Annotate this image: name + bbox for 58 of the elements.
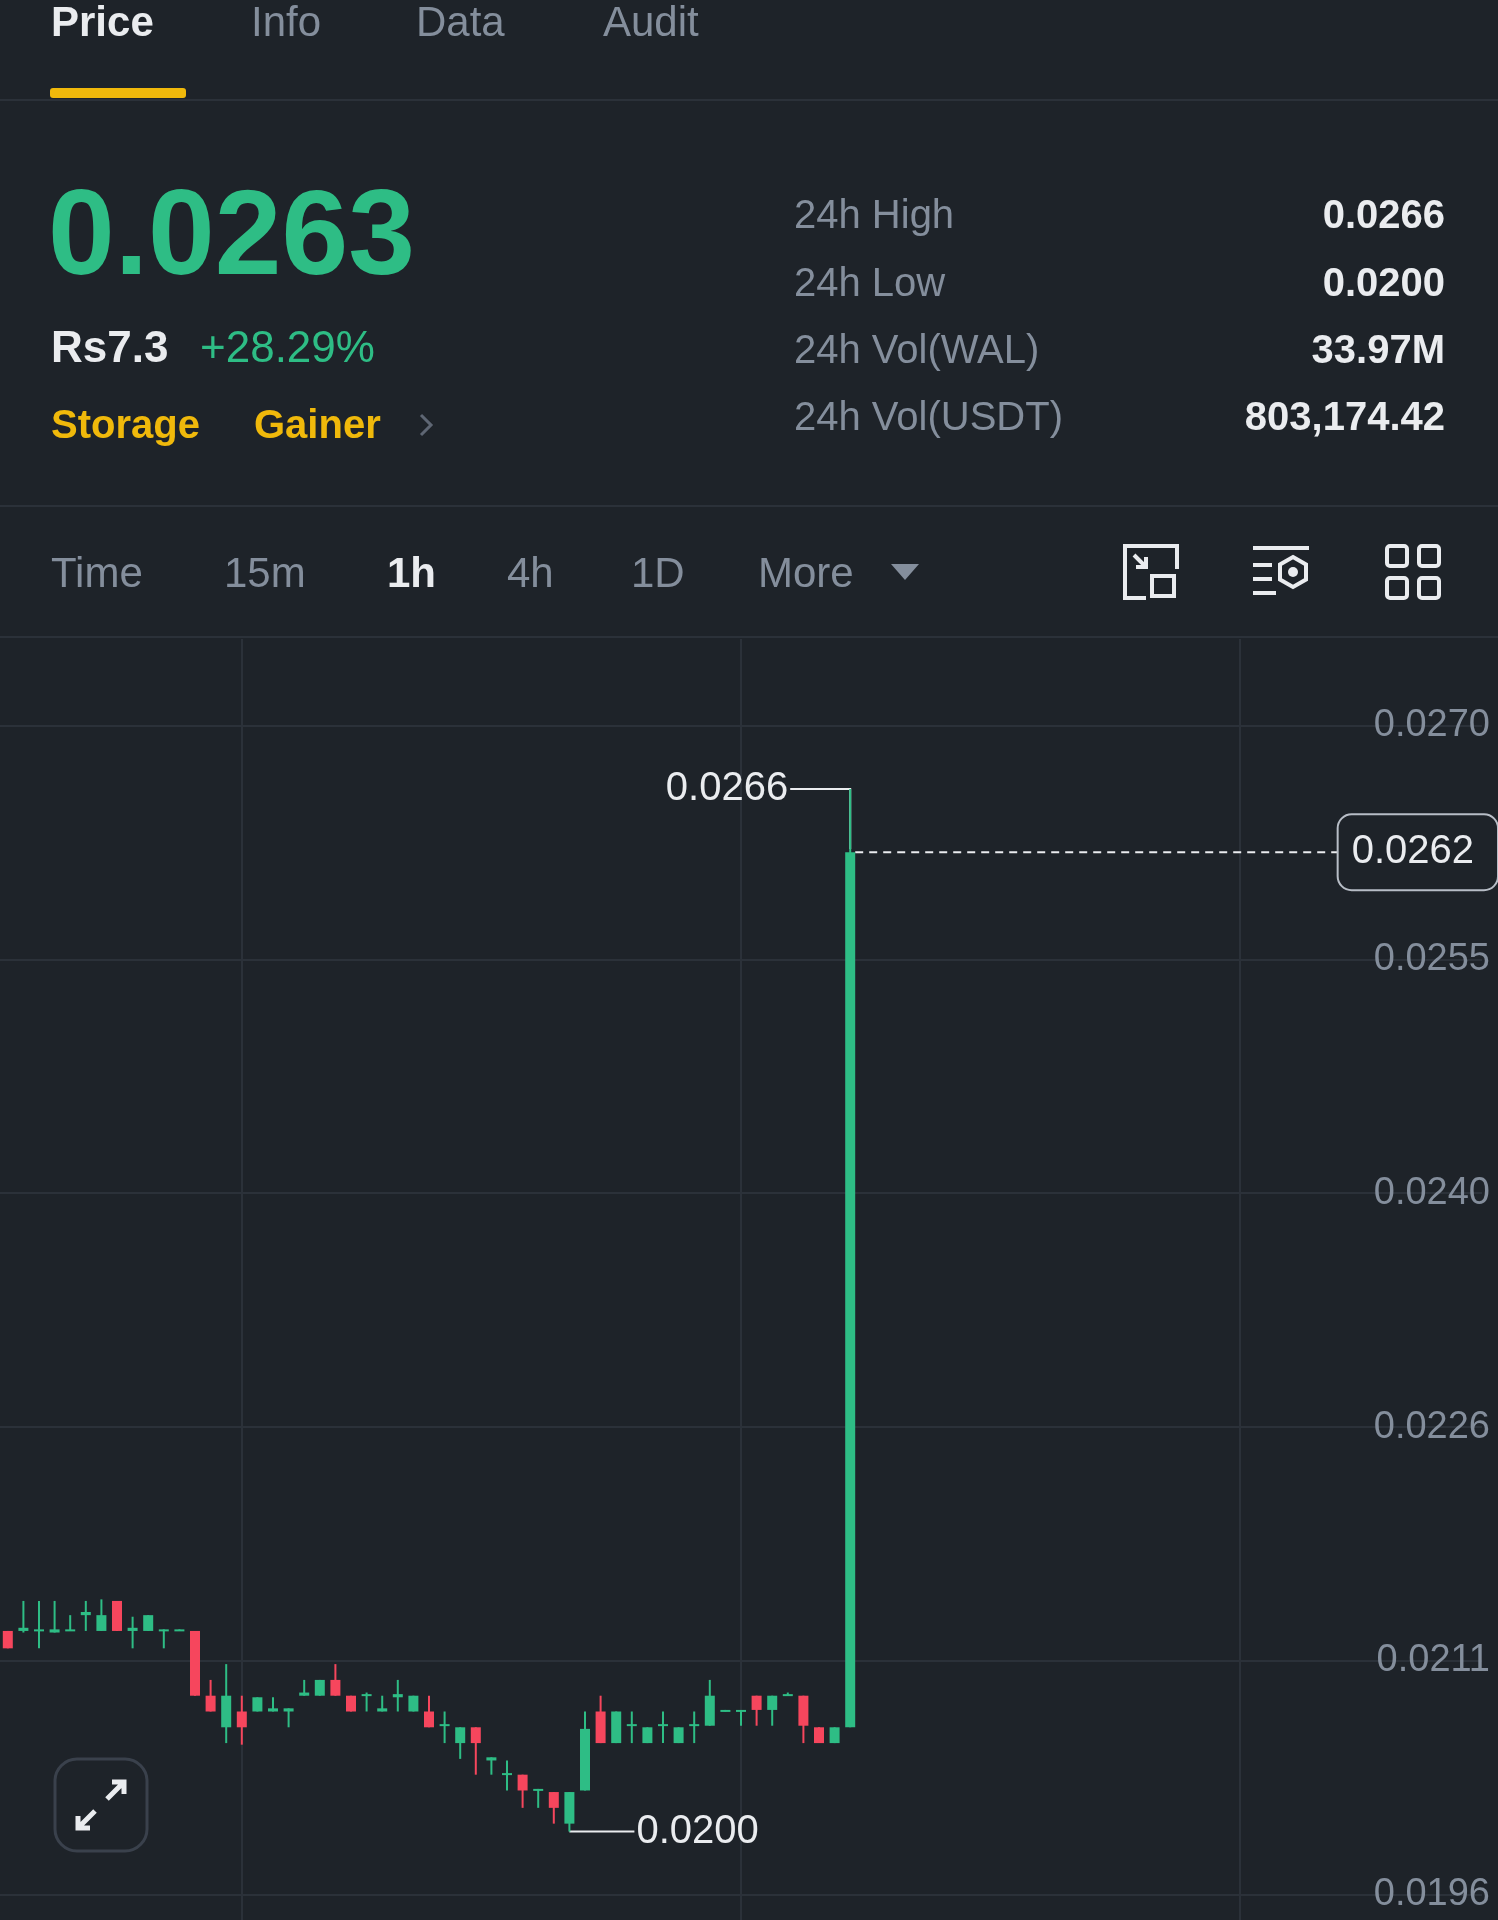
- y-tick-label: 0.0255: [1373, 936, 1490, 979]
- text: Info: [251, 0, 322, 45]
- annotation: 0.0266: [665, 764, 789, 809]
- candlestick: [283, 1707, 294, 1729]
- candlestick: [767, 1694, 778, 1727]
- candlestick: [424, 1694, 434, 1729]
- text: 1h: [387, 549, 437, 596]
- candlestick: [127, 1615, 138, 1650]
- candlestick: [502, 1759, 512, 1792]
- text: 24h High: [794, 192, 955, 236]
- y-tick-label: 0.0226: [1373, 1403, 1490, 1446]
- text: Rs7.3: [51, 322, 169, 371]
- text: Data: [416, 0, 505, 45]
- candlestick: [751, 1694, 762, 1727]
- candlestick: [658, 1710, 668, 1745]
- candlestick: [236, 1694, 247, 1746]
- text: 24h Low: [794, 260, 946, 304]
- text: 0.0263: [48, 165, 416, 299]
- candlestick: [330, 1663, 341, 1697]
- candlestick: [34, 1599, 44, 1650]
- candlestick: [689, 1710, 700, 1745]
- candlestick: [439, 1710, 450, 1745]
- ref-line-label: 0.0262: [1351, 827, 1474, 872]
- candlestick: [96, 1598, 107, 1632]
- candlestick: [18, 1599, 29, 1634]
- candlestick: [517, 1773, 528, 1809]
- candlestick: [49, 1599, 60, 1634]
- candlestick: [533, 1787, 544, 1809]
- text: 24h Vol(WAL): [794, 327, 1040, 371]
- y-tick-label: 0.0211: [1376, 1637, 1490, 1680]
- text: Time: [51, 549, 143, 596]
- text: 1D: [631, 549, 685, 596]
- y-tick-label: 0.0240: [1373, 1169, 1490, 1212]
- candlestick: [470, 1726, 481, 1776]
- text: 0.0266: [1322, 192, 1445, 236]
- text: 0.0200: [1322, 260, 1445, 304]
- text: More: [758, 549, 854, 596]
- candlestick: [158, 1628, 169, 1650]
- text: 24h Vol(USDT): [794, 394, 1063, 438]
- candlestick: [626, 1710, 637, 1745]
- text: Gainer: [254, 402, 381, 446]
- candlestick: [205, 1678, 216, 1713]
- text: 4h: [507, 549, 554, 596]
- text: 803,174.42: [1244, 394, 1445, 438]
- annotation: 0.0200: [636, 1806, 759, 1851]
- text: 33.97M: [1311, 327, 1445, 371]
- candlestick: [548, 1791, 559, 1825]
- candlestick: [80, 1599, 91, 1632]
- text: Storage: [51, 402, 200, 446]
- candlestick: [361, 1691, 372, 1713]
- text: +28.29%: [200, 322, 375, 371]
- y-tick-label: 0.0196: [1373, 1871, 1490, 1914]
- text: Price: [51, 0, 154, 45]
- text: Audit: [603, 0, 699, 45]
- candlestick: [455, 1726, 466, 1760]
- text: 15m: [224, 549, 306, 596]
- candlestick: [392, 1678, 403, 1713]
- y-tick-label: 0.0270: [1373, 702, 1490, 745]
